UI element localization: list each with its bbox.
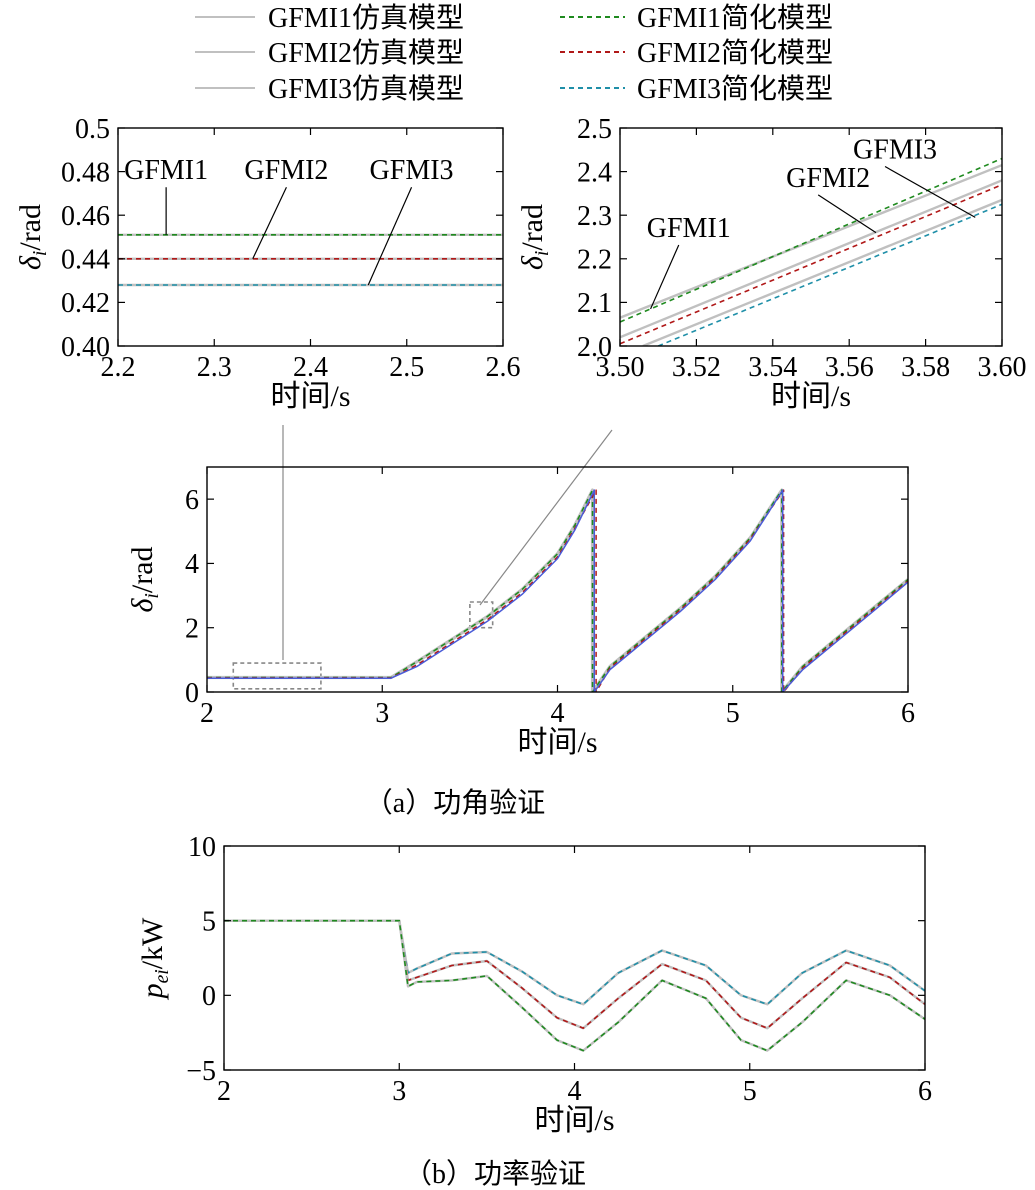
y-tick-label: 0.40 [61,332,110,363]
series-line-5 [657,203,1002,346]
zoom-box-1 [469,601,494,629]
series-line-4 [642,198,1002,346]
y-tick-label: 2 [185,614,199,645]
zoom-connector-right [479,429,613,606]
series-line-1 [620,157,1002,323]
x-tick-label: 3.58 [901,352,950,383]
zoom-connectors [282,425,613,660]
y-tick-label: 2.5 [577,114,612,145]
y-tick-label: 6 [185,485,199,516]
x-tick-label: 2.2 [101,352,136,383]
series-line-0 [207,488,908,692]
legend-label-gfmi1-simp: GFMI1简化模型 [637,2,833,34]
zoom-plot-left: GFMI1 GFMI2 GFMI3 2.2 2.3 2.4 2.5 2.6 0.40 0.42 0.… [14,114,521,413]
y-tick-label: 10 [188,832,216,863]
x-tick-label: 4 [551,698,565,729]
y-tick-label: 0.5 [75,114,110,145]
series-line-3 [207,489,908,692]
annotation-label-0: GFMI1 [124,155,208,186]
series-line-3 [620,183,1002,345]
x-tick-label: 3.50 [596,352,645,383]
x-tick-label: 3.56 [825,352,874,383]
annotation-leader-2 [367,186,413,286]
x-tick-label: 3.52 [672,352,721,383]
annotation-label-2: GFMI3 [370,155,454,186]
legend-label-gfmi2-simp: GFMI2简化模型 [637,37,833,69]
x-tick-label: 3 [375,698,389,729]
y-tick-label: −5 [186,1056,216,1087]
y-tick-label: 2.4 [577,157,612,188]
annotation-leader-2 [884,165,976,218]
y-tick-label: 0.48 [61,157,110,188]
y-tick-label: 2.0 [577,332,612,363]
x-axis-label: 时间/s [771,380,851,413]
y-tick-label: 4 [185,549,199,580]
y-axis-label: δi/rad [516,204,553,270]
y-axis-label: pei/kW [136,917,173,1000]
series-line-4 [224,919,925,1052]
x-axis-label: 时间/s [517,726,597,759]
x-axis-label: 时间/s [534,1104,614,1137]
legend: GFMI1仿真模型 GFMI1简化模型 GFMI2仿真模型 GFMI2简化模型 … [195,2,833,105]
annotation-leader-1 [252,186,287,260]
x-tick-label: 2 [200,698,214,729]
plot-frame [206,466,909,693]
series-line-2 [620,179,1002,339]
y-tick-label: 0.46 [61,201,110,232]
series-line-1 [207,489,908,692]
legend-label-gfmi1-sim: GFMI1仿真模型 [268,2,464,34]
plot-frame [223,845,926,1071]
annotation-label-1: GFMI2 [786,163,870,194]
series-line-5 [224,919,925,1052]
y-tick-label: 5 [202,906,216,937]
annotation-label-1: GFMI2 [244,155,328,186]
y-tick-label: 2.1 [577,288,612,319]
x-tick-label: 2.3 [197,352,232,383]
series-line-2 [224,919,925,1030]
y-tick-label: 0.44 [61,245,110,276]
x-tick-label: 2.5 [389,352,424,383]
y-tick-label: 2.2 [577,245,612,276]
x-tick-label: 5 [743,1076,757,1107]
caption-a: （a）功角验证 [365,787,545,819]
series-line-3 [224,919,925,1029]
x-tick-label: 2.4 [293,352,328,383]
x-tick-label: 6 [918,1076,932,1107]
legend-label-gfmi2-sim: GFMI2仿真模型 [268,37,464,69]
series-line-0 [224,919,925,1006]
x-tick-label: 4 [568,1076,582,1107]
y-tick-label: 0 [185,678,199,709]
y-tick-label: 0.42 [61,288,110,319]
annotation-label-0: GFMI1 [647,213,731,244]
y-tick-label: 2.3 [577,201,612,232]
y-tick-label: 0 [202,981,216,1012]
caption-b: （b）功率验证 [404,1158,586,1190]
annotation-leader-1 [817,194,877,234]
series-line-2 [207,489,908,692]
plot-frame [619,127,1003,347]
main-plot-power: 2 3 4 5 6 −5 0 5 10 时间/s pei/kW [136,832,932,1137]
legend-label-gfmi3-sim: GFMI3仿真模型 [268,73,464,105]
x-tick-label: 5 [726,698,740,729]
x-tick-label: 3 [392,1076,406,1107]
legend-label-gfmi3-simp: GFMI3简化模型 [637,73,833,105]
x-axis-label: 时间/s [270,380,350,413]
y-axis-label: δi/rad [14,204,51,270]
x-tick-label: 3.60 [978,352,1027,383]
series-line-0 [620,163,1002,319]
x-tick-label: 3.54 [748,352,797,383]
annotation-label-2: GFMI3 [853,135,937,166]
x-tick-label: 2.6 [486,352,521,383]
y-axis-label: δi/rad [126,546,163,612]
series-line-1 [224,919,925,1006]
x-tick-label: 2 [217,1076,231,1107]
annotation-leader-0 [650,244,680,310]
x-tick-label: 6 [901,698,915,729]
